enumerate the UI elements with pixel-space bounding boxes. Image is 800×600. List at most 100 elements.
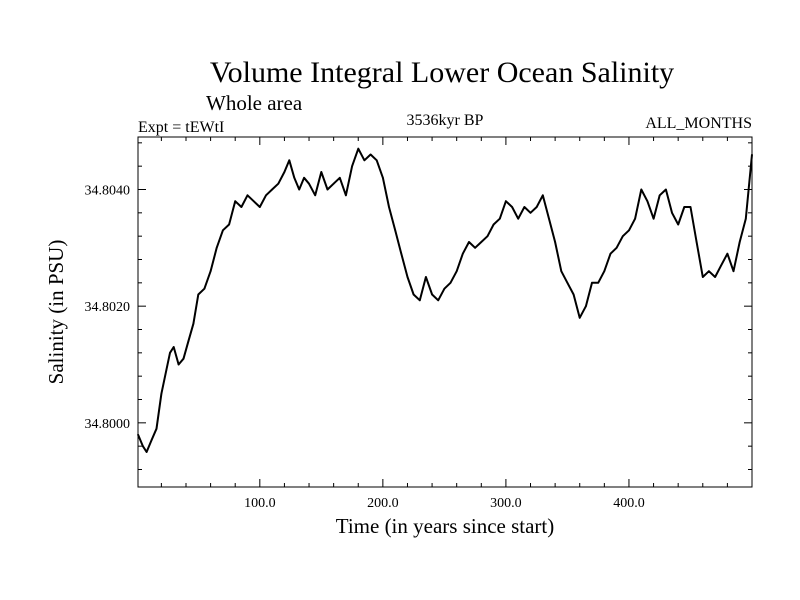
data-point — [252, 200, 255, 202]
data-point — [142, 445, 144, 448]
data-point — [751, 153, 753, 156]
data-point — [474, 247, 476, 249]
salinity-line — [137, 147, 753, 453]
data-point — [222, 229, 224, 232]
data-point — [155, 427, 158, 430]
data-point — [689, 206, 692, 208]
data-point — [234, 200, 236, 202]
data-point — [468, 241, 470, 243]
plot-frame — [137, 136, 753, 488]
data-point — [548, 217, 550, 220]
data-point — [137, 433, 139, 436]
x-axis-label: Time (in years since start) — [336, 514, 555, 538]
data-point — [177, 363, 180, 366]
data-point — [437, 299, 440, 302]
data-point — [293, 177, 296, 179]
data-point — [172, 346, 175, 348]
data-point — [492, 223, 495, 226]
data-point — [363, 159, 366, 162]
y-axis-ticks: 34.8000 34.8020 34.8040 — [85, 142, 752, 470]
data-point — [283, 171, 286, 173]
y-axis-label: Salinity (in PSU) — [44, 240, 68, 385]
data-point — [554, 241, 556, 243]
y-tick-label: 34.8020 — [85, 300, 131, 315]
data-point — [652, 217, 655, 220]
data-point — [265, 194, 267, 197]
data-point — [419, 299, 421, 302]
data-point — [702, 276, 704, 278]
data-point — [160, 392, 163, 395]
data-point — [240, 206, 243, 208]
data-point — [400, 252, 403, 255]
data-point — [150, 439, 153, 442]
data-point — [634, 217, 636, 220]
data-point — [431, 293, 433, 296]
data-point — [511, 206, 513, 208]
data-point — [187, 340, 190, 343]
data-point — [745, 217, 747, 220]
data-point — [505, 200, 507, 202]
data-point — [425, 276, 427, 278]
data-point — [665, 188, 667, 191]
data-point — [658, 194, 661, 197]
data-point — [523, 206, 526, 208]
data-point — [683, 206, 686, 208]
data-point — [542, 194, 544, 197]
data-point — [597, 282, 599, 284]
data-point — [517, 217, 519, 220]
y-tick-label: 34.8040 — [85, 184, 131, 199]
data-point — [738, 241, 741, 243]
data-point — [345, 194, 347, 197]
data-point — [480, 241, 483, 243]
data-point — [357, 147, 360, 150]
data-point — [609, 252, 612, 255]
data-point — [314, 194, 317, 197]
data-point — [197, 293, 200, 296]
data-point — [298, 188, 301, 191]
months-label: ALL_MONTHS — [645, 115, 752, 132]
chart-subtitle: Whole area — [206, 91, 303, 115]
data-point — [339, 177, 341, 179]
data-point — [277, 182, 280, 185]
data-point — [603, 270, 606, 273]
x-tick-label: 100.0 — [244, 496, 276, 511]
data-point — [228, 223, 230, 226]
data-point — [486, 235, 489, 237]
data-point — [499, 217, 501, 220]
data-point — [462, 252, 464, 255]
data-point — [203, 287, 206, 290]
data-point — [388, 206, 390, 208]
data-point — [192, 322, 195, 325]
data-point — [288, 159, 291, 162]
data-point — [308, 182, 310, 185]
data-point — [646, 200, 649, 202]
data-point — [572, 293, 575, 296]
data-point — [535, 206, 538, 208]
data-point — [566, 282, 569, 284]
data-point — [720, 264, 722, 267]
data-point — [628, 229, 630, 232]
y-tick-label: 34.8000 — [85, 417, 131, 432]
chart-title: Volume Integral Lower Ocean Salinity — [210, 56, 674, 89]
data-point — [165, 369, 168, 372]
data-point — [145, 451, 148, 453]
x-axis-ticks: 100.0 200.0 300.0 400.0 — [160, 137, 728, 511]
data-point — [215, 247, 218, 249]
data-point — [303, 177, 305, 179]
data-point — [585, 305, 587, 308]
data-point — [406, 276, 409, 278]
period-label: 3536kyr BP — [407, 112, 484, 129]
data-point — [455, 270, 458, 273]
data-point — [622, 235, 624, 237]
data-point — [326, 188, 329, 191]
data-point — [271, 188, 273, 191]
data-point — [394, 229, 397, 232]
data-point — [578, 317, 581, 319]
data-point — [529, 212, 532, 214]
data-point — [375, 159, 378, 162]
data-point — [695, 241, 698, 243]
data-point — [726, 252, 729, 255]
data-point — [708, 270, 710, 273]
experiment-label: Expt = tEWtI — [138, 119, 224, 136]
data-point — [369, 153, 372, 156]
